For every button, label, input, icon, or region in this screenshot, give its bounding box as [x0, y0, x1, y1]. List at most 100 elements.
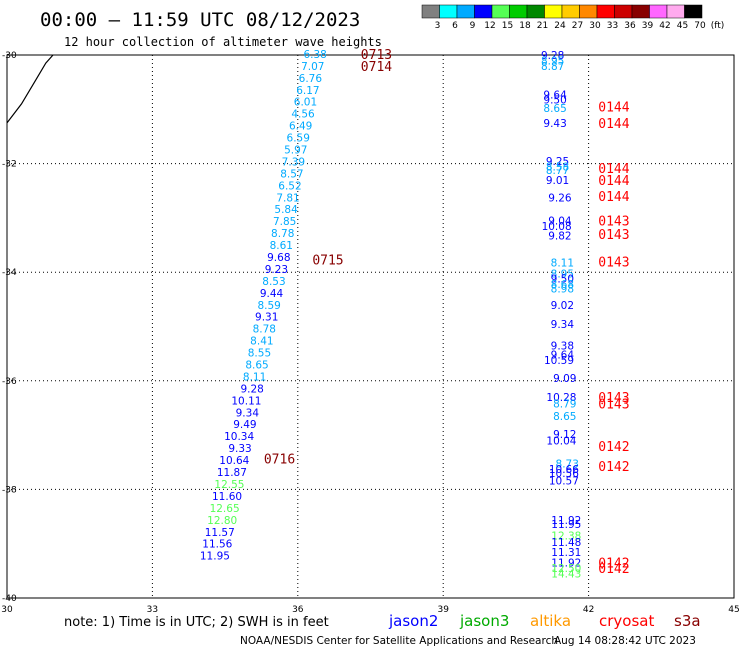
- legend-label: 12: [484, 21, 495, 31]
- swh-value: 9.33: [228, 443, 251, 455]
- swh-value: 9.28: [240, 383, 263, 395]
- swh-value: 8.59: [257, 300, 280, 312]
- swh-value: 8.95: [541, 55, 564, 67]
- legend-label: 3: [435, 21, 441, 31]
- pass-time-label: 0142: [598, 460, 629, 475]
- swh-value: 10.64: [219, 455, 249, 467]
- swh-value: 9.44: [260, 288, 284, 300]
- swh-value: 9.26: [548, 192, 572, 204]
- pass-time-label: 0713: [361, 48, 392, 63]
- legend-swatch: [526, 4, 545, 19]
- legend-swatch: [509, 4, 528, 19]
- swh-value: 9.49: [233, 419, 256, 431]
- swh-value: 10.59: [544, 355, 574, 367]
- satellite-legend-item: jason3: [459, 612, 509, 630]
- swh-value: 9.50: [551, 274, 574, 286]
- swh-value: 6.01: [294, 97, 317, 109]
- swh-value: 11.31: [551, 547, 581, 559]
- swh-value: 9.25: [546, 156, 569, 168]
- map-title: 00:00 – 11:59 UTC 08/12/2023: [40, 9, 360, 31]
- swh-value: 8.11: [551, 257, 574, 269]
- swh-value: 12.38: [551, 531, 581, 543]
- altimeter-observations: 6.387.076.766.176.014.566.496.595.977.39…: [200, 48, 630, 581]
- swh-value: 11.87: [217, 467, 247, 479]
- swh-value: 11.57: [205, 527, 235, 539]
- swh-value: 8.87: [541, 61, 564, 73]
- legend-swatch: [439, 4, 458, 19]
- legend-label: 21: [537, 21, 548, 31]
- swh-value: 9.64: [543, 90, 567, 102]
- legend-swatch: [544, 4, 563, 19]
- swh-value: 11.56: [202, 539, 232, 551]
- pass-time-label: 0143: [598, 398, 629, 413]
- pass-time-label: 0144: [598, 162, 629, 177]
- swh-value: 9.64: [551, 350, 575, 362]
- legend-swatch: [614, 4, 633, 19]
- swh-value: 9.23: [265, 264, 288, 276]
- swh-value: 9.43: [543, 118, 566, 130]
- swh-value: 8.65: [245, 360, 268, 372]
- legend-swatch: [631, 4, 650, 19]
- swh-value: 8.68: [551, 279, 574, 291]
- swh-value: 10.56: [549, 468, 579, 480]
- legend-label: 42: [659, 21, 670, 31]
- swh-value: 8.11: [243, 371, 266, 383]
- map-frame: 30 33 36 39 42 45 -30 -32 -34 -36 -38 -40: [1, 51, 739, 615]
- swh-value: 8.77: [546, 165, 569, 177]
- swh-value: 12.80: [207, 515, 237, 527]
- color-legend: 3 6 9 12 15 18 21 24 27 30 33 36 39 42 45 70 (ft): [421, 4, 725, 31]
- swh-value: 6.38: [303, 49, 326, 61]
- pass-time-label: 0715: [312, 254, 343, 269]
- pass-time-label: 0716: [264, 452, 295, 467]
- lon-tick-label: 39: [437, 605, 449, 615]
- legend-swatch: [649, 4, 668, 19]
- satellite-legend-item: jason2: [388, 612, 438, 630]
- swh-value: 10.11: [231, 395, 261, 407]
- lat-tick-label: -34: [2, 268, 17, 278]
- swh-value: 9.50: [543, 95, 566, 107]
- lon-tick-label: 42: [583, 605, 594, 615]
- pass-time-label: 0144: [598, 174, 629, 189]
- coastline: [6, 54, 54, 124]
- pass-time-label: 0142: [598, 557, 629, 572]
- lat-tick-label: -32: [2, 160, 17, 170]
- map-subtitle: 12 hour collection of altimeter wave hei…: [64, 35, 382, 49]
- swh-value: 8.73: [556, 458, 579, 470]
- swh-value: 10.66: [549, 464, 579, 476]
- pass-time-label: 0143: [598, 215, 629, 230]
- swh-value: 8.58: [546, 161, 569, 173]
- swh-value: 9.82: [548, 230, 571, 242]
- swh-value: 7.85: [273, 216, 296, 228]
- swh-value: 6.59: [287, 133, 310, 145]
- legend-label: 70: [694, 21, 706, 31]
- satellite-legend-item: cryosat: [599, 612, 654, 630]
- swh-value: 9.34: [551, 319, 575, 331]
- swh-value: 8.65: [553, 411, 576, 423]
- legend-label: (ft): [711, 21, 725, 31]
- pass-time-label: 0714: [361, 60, 392, 75]
- swh-value: 9.28: [541, 50, 564, 62]
- lon-tick-label: 45: [728, 605, 739, 615]
- legend-label: 36: [624, 21, 636, 31]
- legend-label: 27: [572, 21, 583, 31]
- swh-value: 8.57: [280, 168, 303, 180]
- swh-value: 11.92: [551, 558, 581, 570]
- legend-swatch: [474, 4, 493, 19]
- swh-value: 8.98: [551, 283, 574, 295]
- pass-time-label: 0144: [598, 101, 629, 116]
- satellite-legend: jason2 jason3 altika cryosat s3a: [388, 612, 701, 630]
- legend-label: 45: [677, 21, 688, 31]
- swh-value: 9.38: [551, 341, 574, 353]
- footer-timestamp: Aug 14 08:28:42 UTC 2023: [554, 635, 696, 647]
- swh-value: 9.02: [551, 300, 574, 312]
- swh-value: 6.49: [289, 121, 312, 133]
- legend-label: 15: [502, 21, 513, 31]
- swh-value: 8.95: [551, 268, 574, 280]
- swh-value: 8.65: [543, 103, 566, 115]
- swh-value: 10.04: [546, 436, 576, 448]
- swh-value: 9.01: [546, 175, 569, 187]
- footer-credit: NOAA/NESDIS Center for Satellite Applica…: [240, 635, 558, 647]
- swh-value: 8.53: [262, 276, 285, 288]
- swh-value: 8.41: [250, 336, 273, 348]
- pass-time-label: 0143: [598, 255, 629, 270]
